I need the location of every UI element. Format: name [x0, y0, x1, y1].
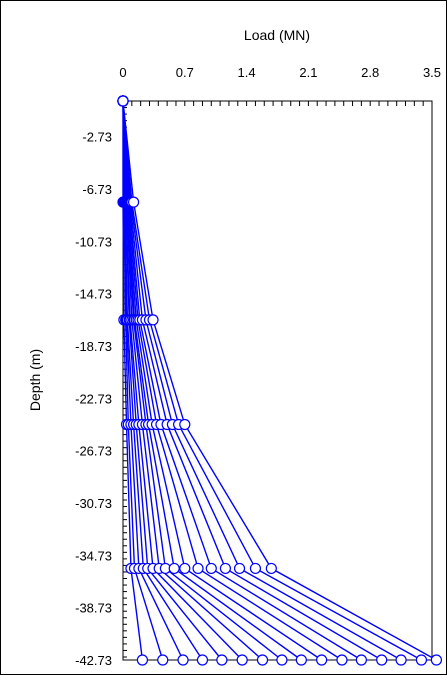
data-point [235, 563, 245, 573]
y-tick-label: -14.73 [75, 287, 112, 302]
data-point [431, 655, 441, 665]
data-point [317, 655, 327, 665]
data-point [129, 197, 139, 207]
data-point [396, 655, 406, 665]
data-point [416, 655, 426, 665]
data-point [257, 655, 267, 665]
data-point [158, 655, 168, 665]
data-point [169, 563, 179, 573]
data-point [237, 655, 247, 665]
y-tick-label: -18.73 [75, 339, 112, 354]
y-tick-label: -26.73 [75, 444, 112, 459]
data-point [356, 655, 366, 665]
y-tick-label: -34.73 [75, 548, 112, 563]
data-point [296, 655, 306, 665]
y-tick-label: -10.73 [75, 234, 112, 249]
y-tick-label: -30.73 [75, 496, 112, 511]
data-point [197, 655, 207, 665]
y-tick-label: -2.73 [82, 130, 112, 145]
x-tick-label: 2.8 [361, 65, 379, 80]
data-point [137, 655, 147, 665]
data-point [250, 563, 260, 573]
data-point [217, 655, 227, 665]
data-point [178, 655, 188, 665]
data-point [180, 420, 190, 430]
data-point [277, 655, 287, 665]
data-point [220, 563, 230, 573]
x-tick-label: 3.5 [423, 65, 441, 80]
y-axis-title: Depth (m) [27, 349, 43, 411]
y-tick-label: -38.73 [75, 601, 112, 616]
data-point [193, 563, 203, 573]
data-point [377, 655, 387, 665]
data-point [266, 563, 276, 573]
data-point [118, 96, 128, 106]
data-point [180, 563, 190, 573]
data-point [206, 563, 216, 573]
x-tick-label: 1.4 [238, 65, 256, 80]
y-tick-label: -22.73 [75, 391, 112, 406]
x-tick-label: 0 [119, 65, 126, 80]
x-tick-label: 2.1 [299, 65, 317, 80]
data-point [148, 315, 158, 325]
y-tick-label: -6.73 [82, 182, 112, 197]
y-tick-label: -42.73 [75, 653, 112, 668]
data-point [337, 655, 347, 665]
x-axis-title: Load (MN) [244, 27, 310, 43]
x-tick-label: 0.7 [176, 65, 194, 80]
